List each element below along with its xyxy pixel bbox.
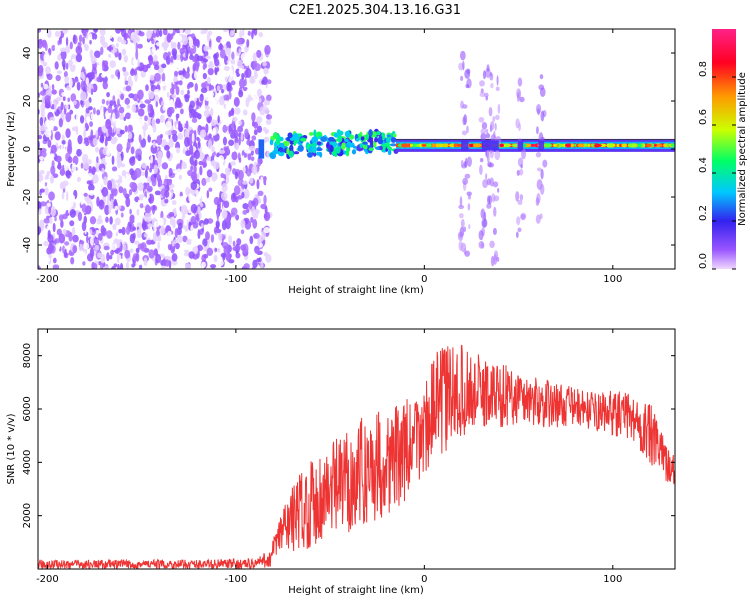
x-tick-label: -100 [225,574,248,585]
colorbar-tick-label: 0.6 [698,109,709,125]
y-tick-label: 2000 [22,503,33,528]
y-tick-label: 8000 [22,343,33,368]
y-tick-label: 6000 [22,396,33,421]
snr-y-axis: 2000 4000 6000 8000 [22,343,675,528]
y-tick-label: 4000 [22,450,33,475]
spectrogram-region-burst [457,50,472,257]
spectrogram-y-label: Frequency (Hz) [6,111,17,187]
spectrogram-region-noise [38,29,273,269]
x-tick-label: -100 [225,274,248,285]
colorbar-label: Normalized spectral amplitude [737,72,748,226]
y-tick-label: 40 [22,47,33,60]
snr-plot-area [38,344,675,569]
colorbar-tick-label: 0.4 [698,157,709,173]
colorbar-tick-label: 0.2 [698,205,709,221]
snr-x-label: Height of straight line (km) [288,585,424,596]
spectrogram-region-burst [515,77,527,239]
snr-frame [37,328,676,570]
x-tick-label: 100 [603,274,622,285]
snr-x-axis: -200 -100 0 100 [36,329,622,585]
figure-title: C2E1.2025.304.13.16.G31 [289,3,461,18]
y-tick-label: -20 [22,189,33,205]
snr-panel: -200 -100 0 100 2000 4000 6000 8000 Height of … [6,328,676,596]
x-tick-label: 0 [421,274,427,285]
spectrogram-image [38,29,675,269]
spectrogram-x-axis: -200 -100 0 100 [36,29,622,285]
spectrogram-region-burst [535,74,548,224]
colorbar: 0.0 0.2 0.4 0.6 0.8 Normalized spectral ampl… [698,29,748,270]
snr-series-line [38,344,675,569]
spectrogram-region-strong-band [395,138,675,152]
colorbar-tick-label: 0.0 [698,253,709,269]
y-tick-label: 0 [22,146,33,152]
x-tick-label: -200 [36,274,59,285]
colorbar-gradient [712,29,736,269]
x-tick-label: -200 [36,574,59,585]
spectrogram-region-burst [478,64,502,267]
x-tick-label: 100 [603,574,622,585]
y-tick-label: -40 [22,237,33,253]
y-tick-label: 20 [22,95,33,108]
snr-y-label: SNR (10 * v/v) [6,413,17,484]
colorbar-ticks: 0.0 0.2 0.4 0.6 0.8 [698,61,736,270]
spectrogram-region-weak-band [258,128,399,160]
spectrogram-x-label: Height of straight line (km) [288,285,424,296]
colorbar-tick-label: 0.8 [698,61,709,77]
x-tick-label: 0 [421,574,427,585]
spectrogram-y-axis: -40 -20 0 20 40 [22,47,675,253]
